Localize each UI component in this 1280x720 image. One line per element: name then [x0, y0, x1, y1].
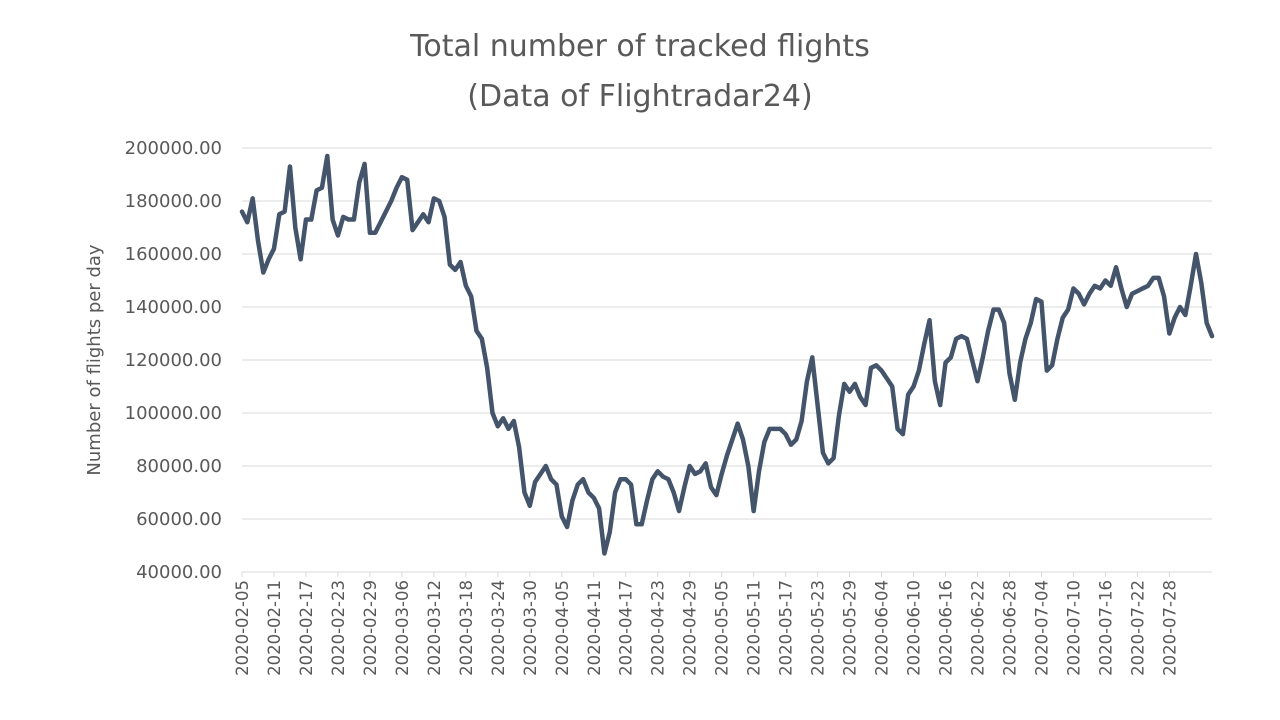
chart-title: Total number of tracked flights	[409, 29, 870, 64]
x-tick-label: 2020-05-05	[713, 580, 732, 676]
chart-subtitle: (Data of Flightradar24)	[467, 79, 812, 114]
series-layer	[239, 153, 1215, 556]
x-tick-label: 2020-07-04	[1032, 580, 1051, 676]
x-tick-label: 2020-03-12	[425, 580, 444, 676]
y-axis-label: Number of flights per day	[84, 244, 105, 476]
y-tick-label: 180000.00	[125, 191, 222, 212]
x-tick-label: 2020-06-22	[968, 580, 987, 676]
x-tick-label: 2020-05-29	[841, 580, 860, 676]
y-tick-label: 120000.00	[125, 350, 222, 371]
x-tick-label: 2020-04-29	[681, 580, 700, 676]
x-tick-label: 2020-05-23	[809, 580, 828, 676]
y-tick-label: 140000.00	[125, 297, 222, 318]
x-tick-label: 2020-03-30	[521, 580, 540, 676]
x-tick-label: 2020-05-17	[777, 580, 796, 676]
x-tick-label: 2020-06-28	[1000, 580, 1019, 676]
y-tick-label: 200000.00	[125, 138, 222, 159]
x-tick-label: 2020-06-04	[873, 580, 892, 676]
x-tick-label: 2020-04-23	[649, 580, 668, 676]
y-tick-label: 40000.00	[136, 562, 222, 583]
x-tick-label: 2020-06-16	[937, 580, 956, 676]
x-tick-label: 2020-07-22	[1128, 580, 1147, 676]
x-tick-label: 2020-04-17	[617, 580, 636, 676]
x-tick-label: 2020-06-10	[905, 580, 924, 676]
y-tick-label: 160000.00	[125, 244, 222, 265]
y-tick-label: 80000.00	[136, 456, 222, 477]
y-tick-label: 60000.00	[136, 509, 222, 530]
x-tick-label: 2020-07-10	[1064, 580, 1083, 676]
x-tick-label: 2020-05-11	[745, 580, 764, 676]
x-tick-label: 2020-02-05	[233, 580, 252, 676]
x-tick-label: 2020-04-11	[585, 580, 604, 676]
x-tick-label: 2020-02-23	[329, 580, 348, 676]
x-tick-label: 2020-03-18	[457, 580, 476, 676]
y-tick-label: 100000.00	[125, 403, 222, 424]
x-tick-label: 2020-03-06	[393, 580, 412, 676]
x-tick-label: 2020-07-28	[1160, 580, 1179, 676]
x-tick-label: 2020-02-29	[361, 580, 380, 676]
gridlines	[242, 147, 1212, 520]
x-tick-label: 2020-02-11	[265, 580, 284, 676]
y-axis-ticks: 40000.00 60000.00 80000.00 100000.00 120000.…	[125, 138, 222, 583]
x-tick-label: 2020-02-17	[297, 580, 316, 676]
x-tick-label: 2020-04-05	[553, 580, 572, 676]
x-tick-label: 2020-03-24	[489, 580, 508, 676]
x-axis-ticks: 2020-02-05 2020-02-11 2020-02-17 2020-02-23…	[233, 572, 1179, 676]
series-line-flights	[239, 153, 1215, 556]
x-tick-label: 2020-07-16	[1096, 580, 1115, 676]
